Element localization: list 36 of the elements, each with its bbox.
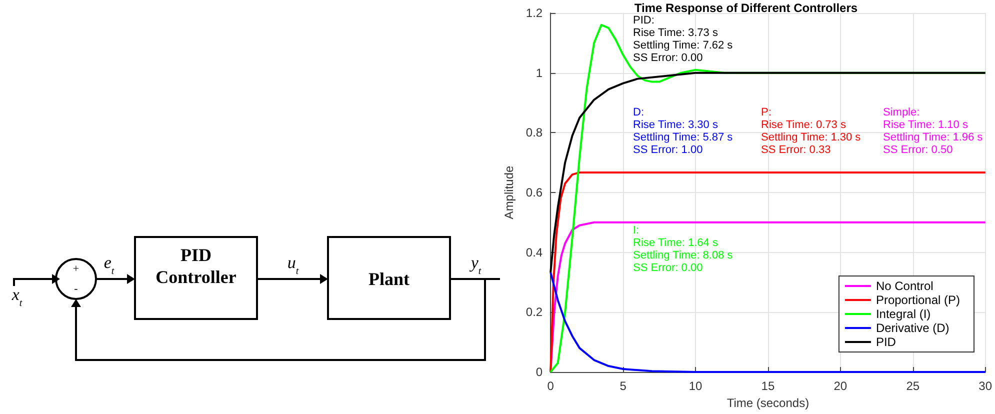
text: PID Controller — [156, 245, 236, 287]
legend-label: Derivative (D) — [876, 321, 950, 335]
annotation: PID: Rise Time: 3.73 s Settling Time: 7.62 s SS Error: 0.00 — [633, 14, 734, 64]
text: x$_{t}$ — [10, 285, 22, 308]
chart-title: Time Response of Different Controllers — [634, 1, 858, 15]
x-tick-label: 15 — [761, 379, 775, 393]
legend-label: No Control — [876, 279, 934, 293]
annotation: P: Rise Time: 0.73 s Settling Time: 1.30 s SS Error: 0.33 — [761, 106, 862, 156]
text: u$_{t}$ — [287, 253, 299, 276]
y-tick-label: 1 — [536, 66, 543, 80]
annotation: D: Rise Time: 3.30 s Settling Time: 5.87 s SS Error: 1.00 — [633, 106, 734, 156]
x-tick-label: 0 — [547, 379, 554, 393]
x-tick-label: 20 — [834, 379, 848, 393]
y-axis-title: Amplitude — [502, 166, 516, 220]
y-tick-label: 1.2 — [526, 6, 543, 20]
legend-label: PID — [876, 335, 896, 349]
legend-label: Proportional (P) — [876, 293, 960, 307]
x-tick-label: 25 — [906, 379, 920, 393]
x-tick-label: 5 — [620, 379, 627, 393]
y-tick-label: 0.2 — [526, 305, 543, 320]
legend-label: Integral (I) — [876, 307, 931, 321]
text: Plant — [368, 269, 410, 289]
text: y$_{t}$ — [468, 253, 482, 276]
x-tick-label: 10 — [688, 379, 702, 393]
annotation: Simple: Rise Time: 1.10 s Settling Time: 1.96 s SS Error: 0.50 — [883, 106, 984, 156]
annotation: I: Rise Time: 1.64 s Settling Time: 8.08 s SS Error: 0.00 — [633, 224, 734, 274]
line-series — [550, 72, 986, 274]
y-tick-label: 0.6 — [526, 186, 543, 200]
x-tick-label: 30 — [978, 379, 992, 393]
text: + — [72, 263, 80, 275]
text: e$_{t}$ — [104, 253, 114, 276]
x-axis-title: Time (seconds) — [726, 396, 810, 410]
y-tick-label: 0 — [536, 365, 543, 379]
y-tick-label: 0.8 — [526, 126, 543, 140]
y-tick-label: 0.4 — [526, 245, 543, 260]
text: - — [74, 283, 78, 295]
